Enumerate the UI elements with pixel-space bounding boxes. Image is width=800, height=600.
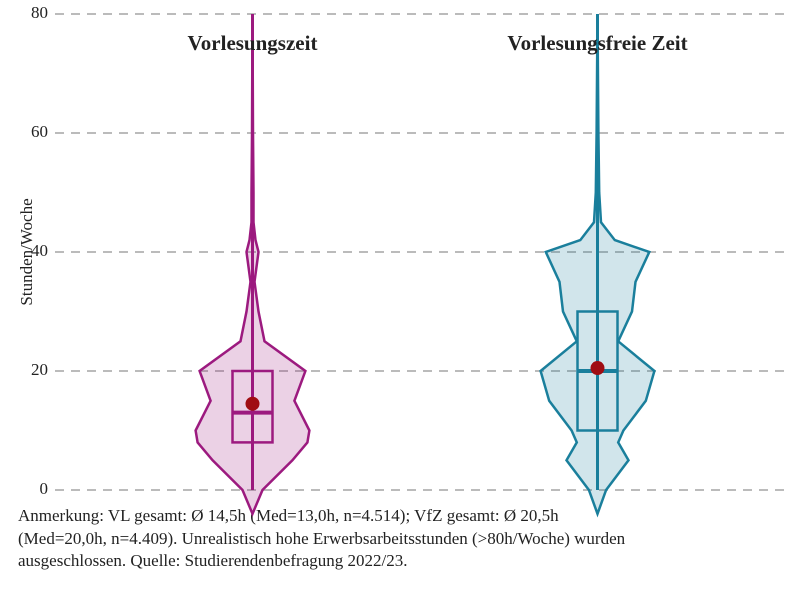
y-axis-label: Stunden/Woche (17, 198, 36, 305)
y-tick-label: 20 (31, 360, 48, 379)
box (231, 369, 274, 444)
group-title: Vorlesungsfreie Zeit (507, 31, 687, 55)
y-tick-label: 80 (31, 3, 48, 22)
note-line: (Med=20,0h, n=4.409). Unrealistisch hohe… (18, 529, 626, 548)
note-line: ausgeschlossen. Quelle: Studierendenbefr… (18, 551, 408, 570)
violin (194, 13, 311, 518)
y-tick-label: 40 (31, 241, 48, 260)
y-tick-label: 0 (40, 479, 49, 498)
group-title: Vorlesungszeit (188, 31, 318, 55)
note-line: Anmerkung: VL gesamt: Ø 14,5h (Med=13,0h… (18, 506, 559, 525)
mean-point (590, 361, 605, 376)
violin (539, 13, 656, 518)
y-tick-label: 60 (31, 122, 48, 141)
mean-point (245, 396, 260, 411)
